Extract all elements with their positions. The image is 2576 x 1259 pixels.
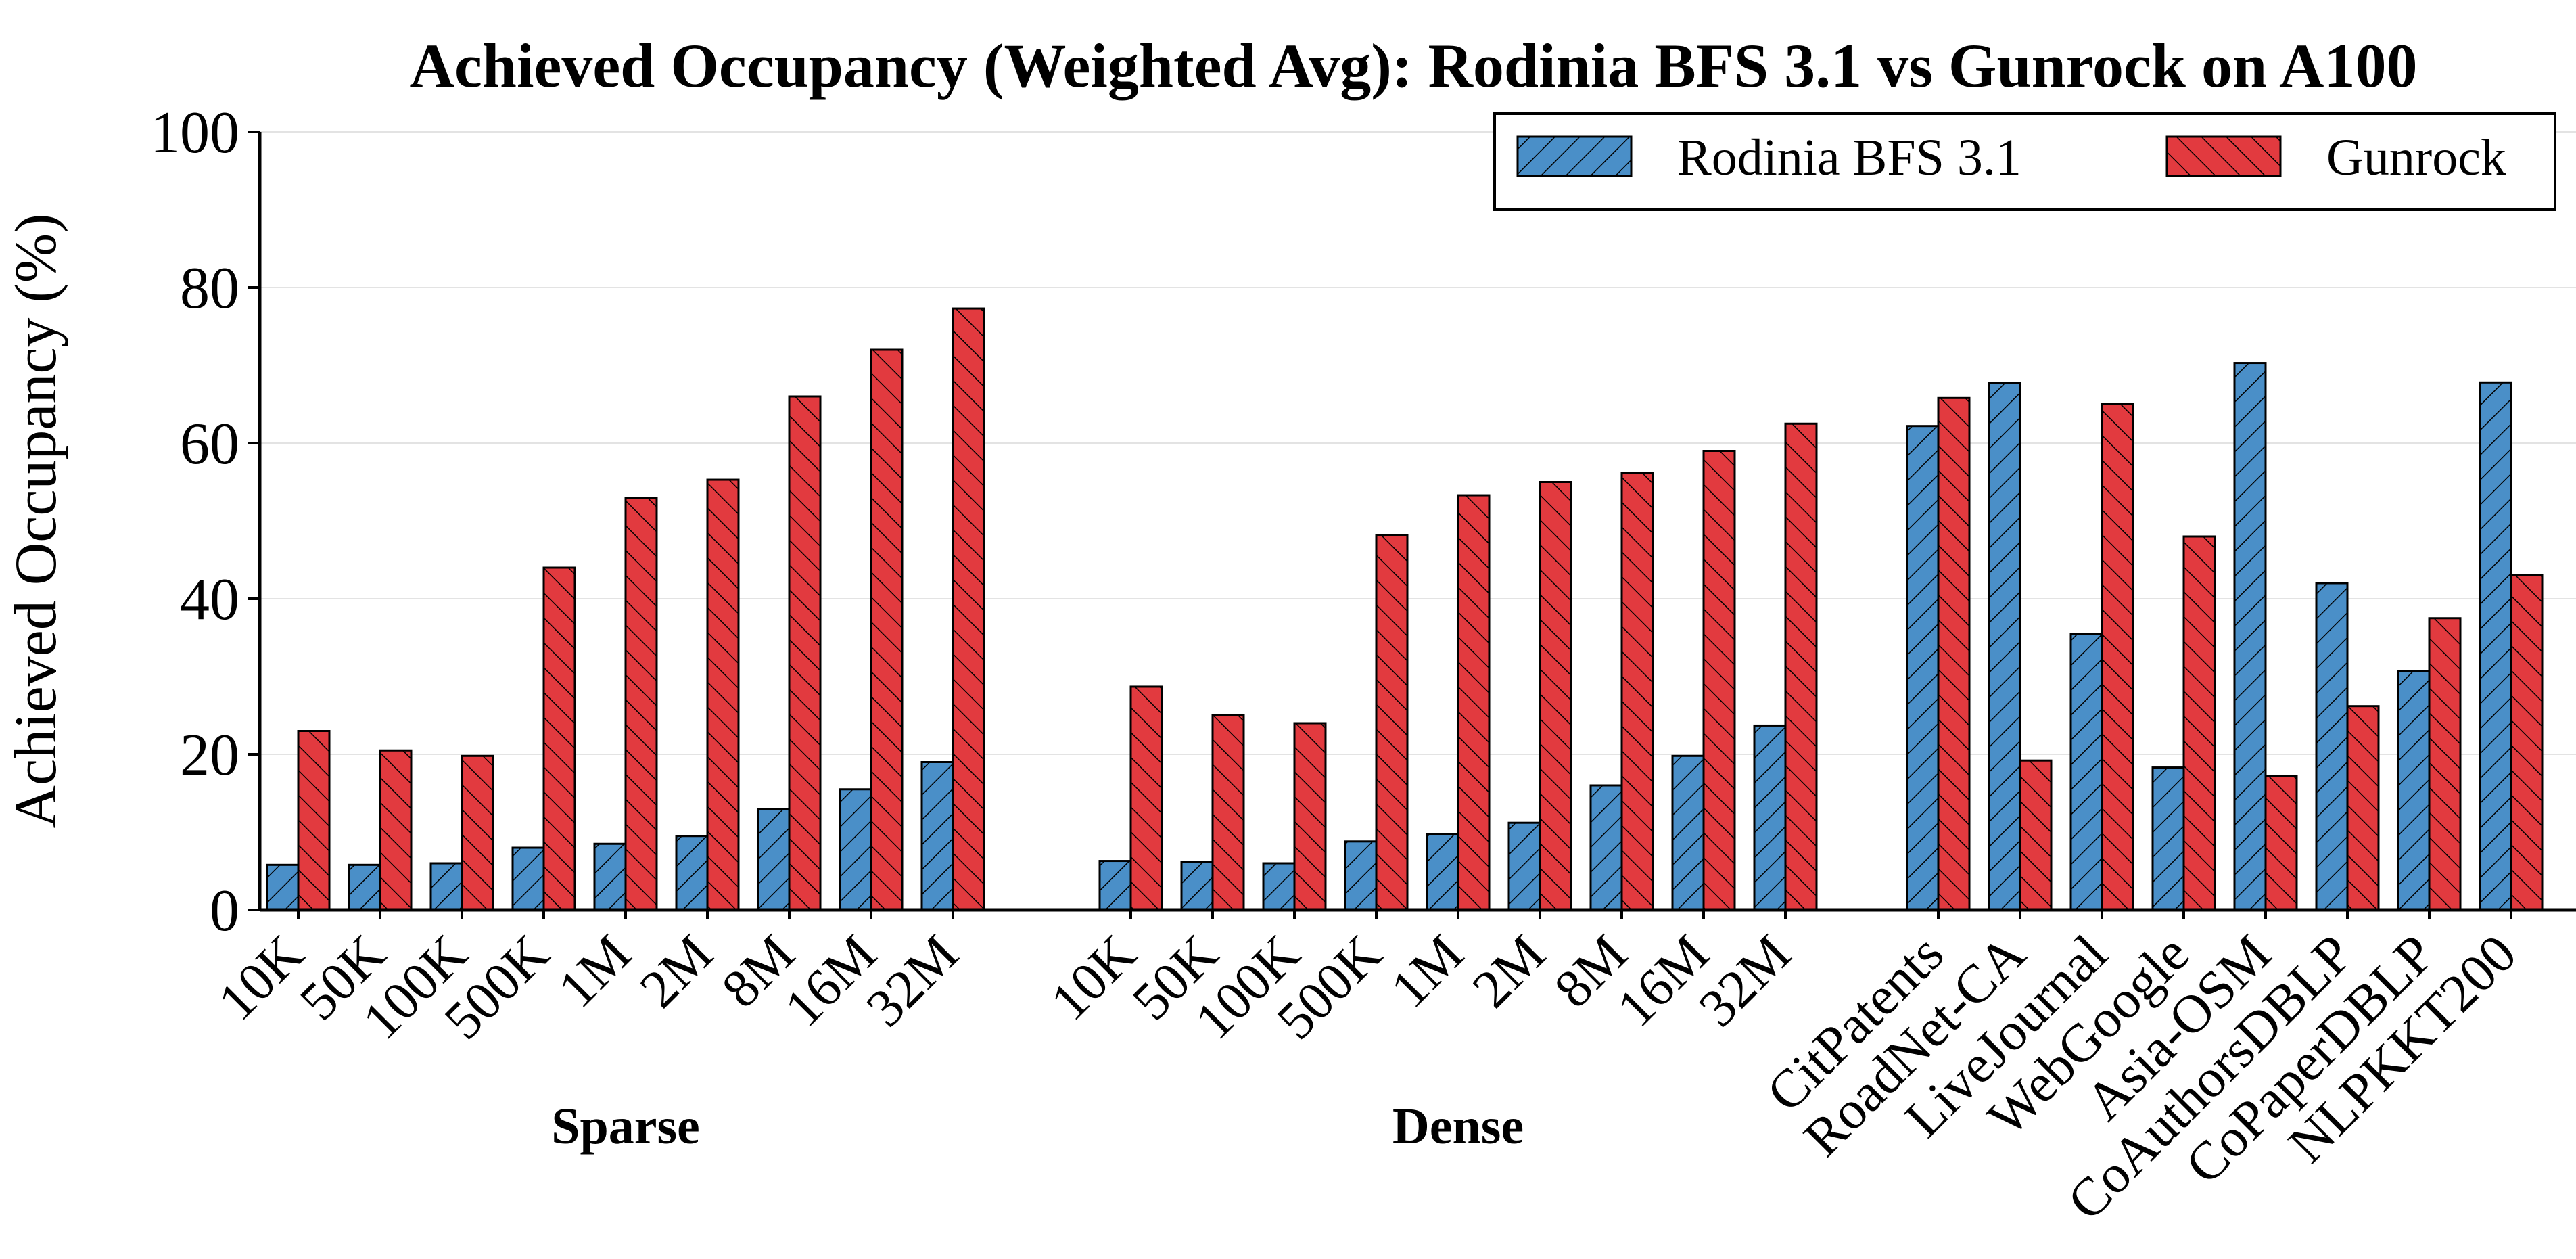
bar-gunrock-hatch <box>1539 481 1572 911</box>
bar-rodinia-hatch <box>2479 381 2512 911</box>
y-axis-label: Achieved Occupancy (%) <box>3 214 69 829</box>
bar-rodinia-hatch <box>1671 754 1705 911</box>
bar-rodinia-hatch <box>348 863 381 911</box>
x-tick-label: 2M <box>1461 924 1557 1020</box>
bar-rodinia-hatch <box>266 863 300 911</box>
bar-rodinia-hatch <box>2397 670 2431 911</box>
y-tick-label: 20 <box>180 723 239 788</box>
y-tick-label: 40 <box>180 567 239 633</box>
legend-swatch-rodinia-hatch <box>1518 137 1631 176</box>
bar-gunrock-hatch <box>1211 714 1245 911</box>
legend-swatch-gunrock-hatch <box>2167 137 2280 176</box>
x-tick-label: 32M <box>856 924 970 1038</box>
bar-gunrock-hatch <box>379 749 413 911</box>
bars <box>266 307 2544 911</box>
bar-gunrock-hatch <box>461 754 494 911</box>
bar-rodinia-hatch <box>1988 382 2021 911</box>
group-labels: Sparse Dense <box>551 1098 1524 1155</box>
bar-gunrock-hatch <box>297 730 331 911</box>
x-tick-label: 32M <box>1688 924 1802 1038</box>
bar-gunrock-hatch <box>2019 759 2053 911</box>
bar-gunrock-hatch <box>2428 617 2462 911</box>
bar-rodinia-hatch <box>757 808 791 911</box>
y-ticks: 0 20 40 60 80 100 <box>150 100 260 944</box>
bar-rodinia-hatch <box>2069 633 2103 911</box>
bar-rodinia-hatch <box>593 842 627 911</box>
bar-rodinia-hatch <box>839 788 872 911</box>
bar-rodinia-hatch <box>920 761 954 911</box>
bar-gunrock-hatch <box>706 478 740 911</box>
bar-gunrock-hatch <box>1784 422 1818 911</box>
bar-gunrock-hatch <box>1375 534 1409 911</box>
legend-frame <box>1493 112 2556 211</box>
bar-rodinia-hatch <box>1589 784 1623 911</box>
bar-gunrock-hatch <box>1457 494 1491 911</box>
legend-label-gunrock: Gunrock <box>2326 129 2506 186</box>
bar-gunrock-hatch <box>542 566 576 911</box>
bar-gunrock-hatch <box>952 307 985 911</box>
bar-rodinia-hatch <box>511 846 545 911</box>
bar-gunrock-hatch <box>2346 705 2380 911</box>
axes <box>258 132 2576 912</box>
bar-gunrock-hatch <box>1293 722 1327 911</box>
y-tick-label: 0 <box>210 878 239 944</box>
y-tick-label: 80 <box>180 256 239 321</box>
x-tick-label: 1M <box>1380 924 1475 1020</box>
bar-rodinia-hatch <box>2233 362 2267 911</box>
bar-rodinia-hatch <box>2151 766 2185 911</box>
y-tick-label: 100 <box>150 100 239 166</box>
x-tick-label: 1M <box>547 924 642 1020</box>
group-label: Dense <box>1392 1098 1524 1155</box>
bar-gunrock-hatch <box>2182 535 2216 911</box>
bar-rodinia-hatch <box>1344 840 1378 911</box>
bar-rodinia-hatch <box>1906 425 1940 911</box>
bar-rodinia-hatch <box>1098 860 1132 911</box>
bar-gunrock-hatch <box>1129 685 1163 911</box>
bar-rodinia-hatch <box>2315 582 2349 911</box>
bar-rodinia-hatch <box>1180 861 1214 911</box>
bar-rodinia-hatch <box>675 835 709 911</box>
x-tick-label: 10K <box>1039 924 1148 1032</box>
bar-gunrock-hatch <box>624 497 658 911</box>
bar-gunrock-hatch <box>1702 450 1736 911</box>
bar-rodinia-hatch <box>1507 821 1541 911</box>
bar-gunrock-hatch <box>1937 396 1971 911</box>
bar-gunrock-hatch <box>788 395 822 911</box>
legend-label-rodinia: Rodinia BFS 3.1 <box>1677 129 2021 186</box>
bar-rodinia-hatch <box>1426 833 1459 911</box>
bar-gunrock-hatch <box>1620 472 1654 911</box>
gridlines <box>260 131 2576 911</box>
bar-rodinia-hatch <box>1753 724 1787 911</box>
bar-gunrock-hatch <box>2510 574 2544 911</box>
bar-gunrock-hatch <box>2101 403 2134 911</box>
x-tick-label: 2M <box>629 924 724 1020</box>
group-label: Sparse <box>551 1098 700 1155</box>
bar-rodinia-hatch <box>1262 862 1296 911</box>
bar-gunrock-hatch <box>870 348 904 911</box>
bar-rodinia-hatch <box>429 862 463 911</box>
y-tick-label: 60 <box>180 411 239 477</box>
chart-title: Achieved Occupancy (Weighted Avg): Rodin… <box>410 31 2418 100</box>
legend: Rodinia BFS 3.1 Gunrock <box>1493 112 2556 211</box>
bar-gunrock-hatch <box>2264 775 2298 911</box>
